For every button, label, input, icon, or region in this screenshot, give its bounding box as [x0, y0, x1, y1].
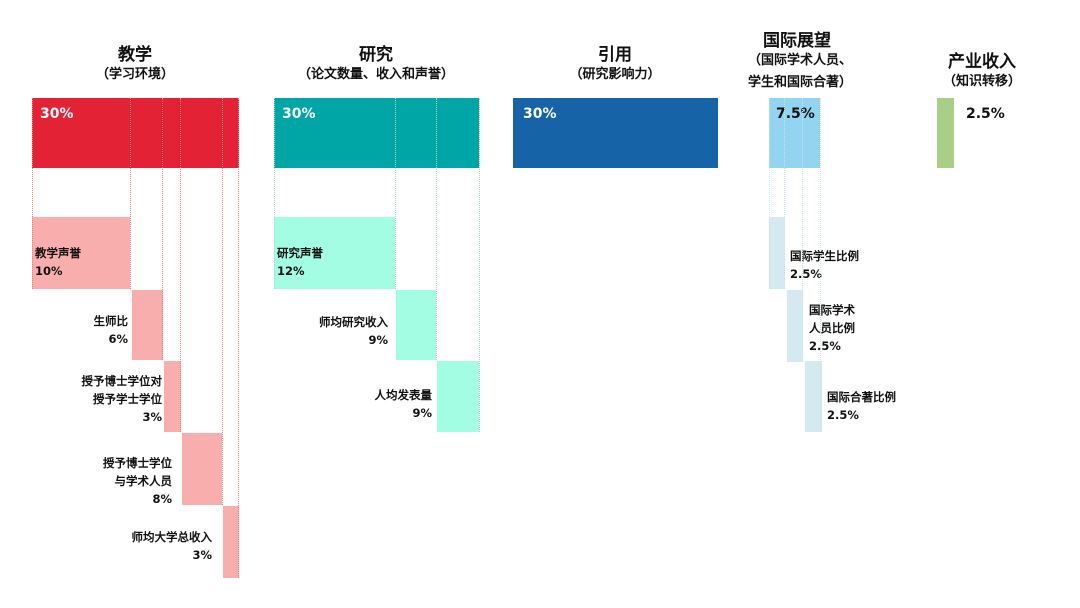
international-item-label: 国际学生比例 2.5% — [790, 249, 859, 281]
research-item-label: 研究声誉 12% — [277, 246, 323, 278]
citations-bar — [513, 98, 718, 168]
teaching-item-label: 师均大学总收入 3% — [131, 530, 213, 562]
research-bar — [274, 98, 479, 168]
international-title: 国际展望 — [763, 31, 831, 51]
citations-weight: 30% — [523, 106, 557, 122]
teaching-sub-bar — [223, 506, 239, 578]
international-subtitle-2: 学生和国际合著） — [747, 75, 853, 90]
international-sub-bar — [787, 290, 803, 362]
research-title: 研究 — [359, 45, 393, 65]
teaching-title: 教学 — [118, 45, 152, 65]
teaching-sub-bar — [32, 217, 130, 289]
international-item-label: 国际合著比例 2.5% — [827, 390, 896, 422]
teaching-item-label: 生师比 6% — [93, 314, 129, 346]
teaching-subtitle: （学习环境） — [95, 67, 175, 82]
research-subtitle: （论文数量、收入和声誉） — [297, 67, 455, 82]
international-item-label: 国际学术 人员比例 2.5% — [809, 303, 855, 353]
industry-weight: 2.5% — [966, 106, 1005, 122]
teaching-item-label: 授予博士学位对 授予学士学位 3% — [81, 374, 163, 424]
research-item-label: 师均研究收入 9% — [319, 315, 388, 347]
research-sub-bar — [274, 217, 395, 289]
teaching-item-label: 教学声誉 10% — [35, 246, 81, 278]
citations-subtitle: （研究影响力） — [569, 67, 661, 82]
teaching-bar — [32, 98, 239, 168]
teaching-sub-bar — [164, 361, 181, 432]
citations-title: 引用 — [598, 45, 632, 65]
international-sub-bar — [769, 217, 785, 289]
teaching-sub-bar — [132, 290, 163, 360]
teaching-item-label: 授予博士学位 与学术人员 8% — [103, 456, 172, 506]
industry-bar — [937, 98, 954, 168]
international-weight: 7.5% — [776, 106, 815, 122]
research-weight: 30% — [282, 106, 316, 122]
teaching-sub-bar — [182, 433, 222, 505]
research-sub-bar — [437, 361, 479, 432]
international-subtitle-1: （国际学术人员、 — [747, 53, 853, 68]
industry-title: 产业收入 — [948, 52, 1016, 72]
research-item-label: 人均发表量 9% — [374, 388, 433, 420]
industry-subtitle: （知识转移） — [942, 74, 1022, 89]
research-sub-bar — [396, 290, 436, 360]
teaching-weight: 30% — [40, 106, 74, 122]
international-sub-bar — [805, 361, 822, 432]
international-bar — [769, 98, 820, 168]
